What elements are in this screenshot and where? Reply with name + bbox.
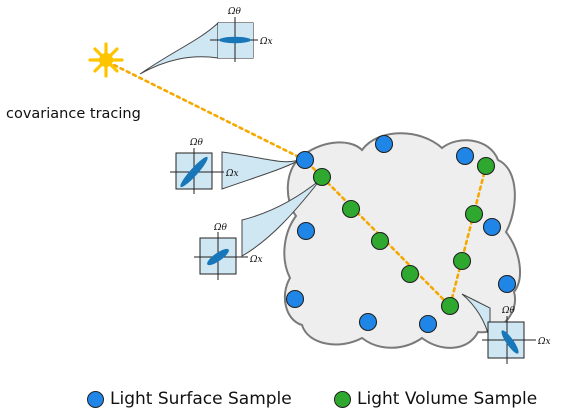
covariance-inset-2: Ωθ Ωx [170,138,239,194]
axis-label-x: Ωx [537,337,551,347]
surface-sample [482,217,502,237]
legend-volume: Light Volume Sample [334,388,537,410]
volume-sample [312,167,332,187]
participating-medium-cloud [283,132,521,349]
volume-sample [341,199,361,219]
surface-sample [497,274,517,294]
volume-sample [370,231,390,251]
surface-sample [358,312,378,332]
volume-sample [400,264,420,284]
legend-surface-label: Light Surface Sample [110,389,292,409]
surface-sample [285,289,305,309]
callout-cone-1 [139,21,219,75]
covariance-lobe [501,330,519,354]
covariance-inset-1: Ωθ Ωx [210,7,273,62]
axis-label-theta: Ωθ [227,7,241,17]
covariance-lobe [207,248,229,266]
axis-label-x: Ωx [249,255,263,265]
axis-label-x: Ωx [225,169,239,179]
callout-cone-2 [221,151,301,190]
volume-sample-swatch [334,390,351,408]
callout-cone-3 [241,179,321,257]
volume-sample [440,296,460,316]
surface-sample [418,314,438,334]
surface-sample [374,134,394,154]
covariance-lobe [219,36,251,44]
surface-sample [295,150,315,170]
legend-surface: Light Surface Sample [87,388,292,410]
covariance-inset-3: Ωθ Ωx [194,223,263,280]
axis-label-x: Ωx [259,37,273,47]
sun-icon [88,42,124,78]
volume-sample [464,204,484,224]
surface-sample [296,221,316,241]
axis-label-theta: Ωθ [213,223,227,233]
covariance-lobe [180,156,208,188]
volume-sample [476,156,496,176]
volume-sample [452,251,472,271]
axis-label-theta: Ωθ [501,306,515,316]
legend-volume-label: Light Volume Sample [357,389,538,409]
axis-label-theta: Ωθ [189,138,203,148]
covariance-inset-4: Ωθ Ωx [482,306,551,364]
surface-sample-swatch [87,390,104,408]
surface-sample [455,146,475,166]
caption-covariance-tracing: covariance tracing [6,106,141,122]
